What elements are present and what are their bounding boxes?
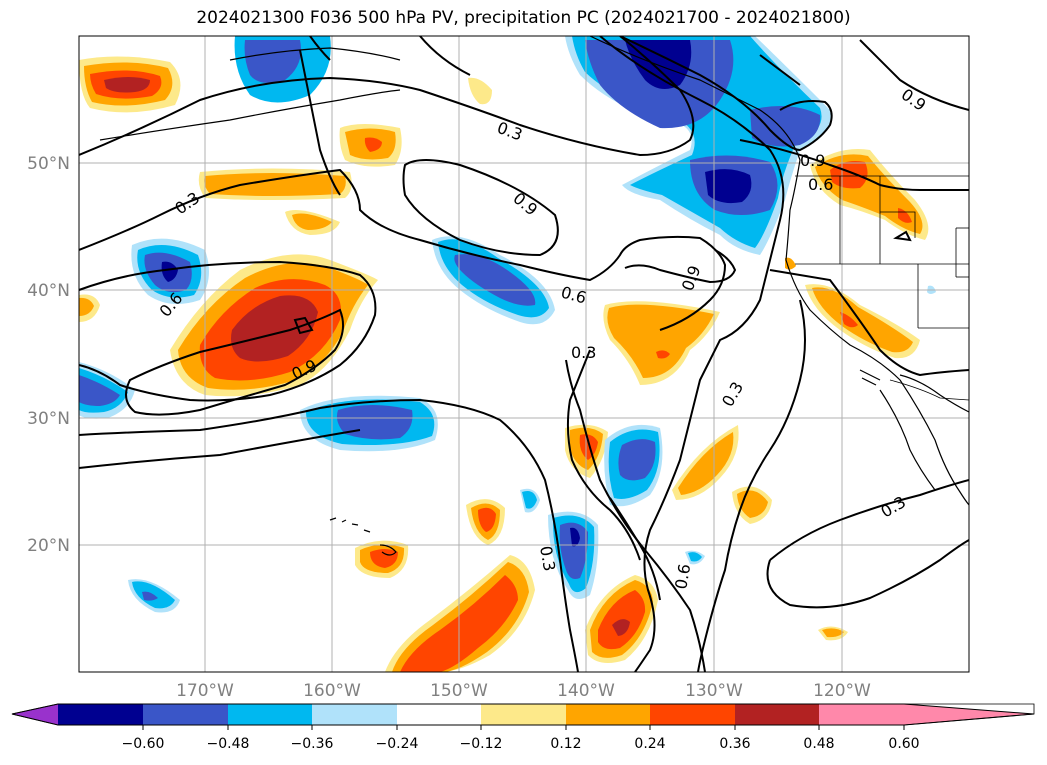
political-borders: [795, 175, 969, 401]
colorbar-tick-label: −0.60: [122, 736, 165, 752]
colorbar-segment: [228, 704, 312, 725]
longitude-labels: 170°W 160°W 150°W 140°W 130°W 120°W: [176, 681, 871, 701]
contour-label: 0.9: [800, 151, 825, 170]
lat-label: 30°N: [27, 409, 70, 429]
colorbar-tick-label: −0.24: [376, 736, 419, 752]
contour-label: 0.6: [671, 562, 694, 590]
colorbar-tick-label: 0.36: [719, 736, 750, 752]
contour-label: 0.3: [571, 343, 596, 362]
lon-label: 160°W: [303, 681, 361, 701]
colorbar-segment: [312, 704, 397, 725]
colorbar-segment: [819, 704, 904, 725]
colorbar-tick-label: −0.36: [291, 736, 334, 752]
contour-label: 0.6: [808, 175, 833, 194]
lon-label: 150°W: [430, 681, 488, 701]
lon-label: 140°W: [557, 681, 615, 701]
lon-label: 130°W: [685, 681, 743, 701]
colorbar-segment: [566, 704, 650, 725]
colorbar-tick-label: 0.48: [803, 736, 834, 752]
colorbar-segment: [397, 704, 481, 725]
map-title: 2024021300 F036 500 hPa PV, precipitatio…: [196, 8, 851, 28]
colorbar-ticks: [142, 725, 905, 730]
map-plot-area: 0.3 0.3 0.3 0.3 0.3 0.3 0.6 0.6 0.6 0.6 …: [79, 36, 969, 672]
colorbar-arrow-min: [12, 704, 58, 725]
pv-contours: [79, 36, 969, 672]
colorbar-tick-label: −0.48: [207, 736, 250, 752]
lat-label: 40°N: [27, 281, 70, 301]
colorbar-tick-label: 0.12: [550, 736, 581, 752]
lon-label: 170°W: [176, 681, 234, 701]
colorbar-tick-label: −0.12: [460, 736, 503, 752]
colorbar-arrow-max: [904, 704, 1034, 725]
colorbar-segment: [143, 704, 228, 725]
lat-label: 50°N: [27, 154, 70, 174]
colorbar-tick-labels: −0.60 −0.48 −0.36 −0.24 −0.12 0.12 0.24 …: [122, 736, 920, 752]
latitude-labels: 50°N 40°N 30°N 20°N: [27, 154, 70, 556]
plot-frame: [78, 35, 970, 673]
colorbar: −0.60 −0.48 −0.36 −0.24 −0.12 0.12 0.24 …: [11, 703, 1035, 752]
colorbar-segment: [481, 704, 566, 725]
contour-label: 0.3: [536, 544, 559, 572]
colorbar-tick-label: 0.60: [888, 736, 919, 752]
colorbar-tick-label: 0.24: [634, 736, 665, 752]
lat-label: 20°N: [27, 536, 70, 556]
lon-label: 120°W: [813, 681, 871, 701]
colorbar-segment: [650, 704, 735, 725]
colorbar-segment: [735, 704, 819, 725]
colorbar-segment: [58, 704, 143, 725]
